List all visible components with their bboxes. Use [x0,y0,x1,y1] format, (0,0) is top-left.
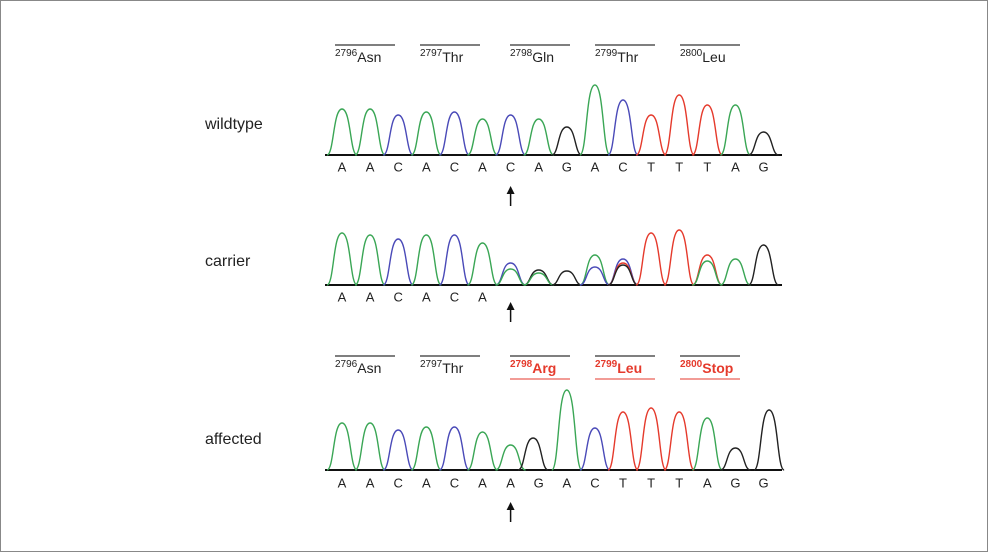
base-letter: A [731,159,740,174]
codon-residue: Leu [702,49,725,65]
base-letter: A [338,159,347,174]
base-letter: A [478,289,487,304]
base-letter: A [478,159,487,174]
codon-residue: Gln [532,49,554,65]
codon-number: 2800 [680,359,703,370]
codon-residue: Thr [442,49,463,65]
base-letter: A [422,475,431,490]
codon-residue: Arg [532,360,556,376]
base-letter: A [478,475,487,490]
base-letter: A [366,289,375,304]
codon-number: 2799 [595,359,618,370]
codon-residue: Stop [702,360,733,376]
base-letter: A [338,289,347,304]
codon-number: 2798 [510,359,533,370]
base-letter: C [394,159,403,174]
codon-number: 2796 [335,48,358,59]
row-label: carrier [205,253,251,270]
codon-number: 2798 [510,48,533,59]
base-letter: G [534,475,544,490]
base-letter: T [675,475,683,490]
base-letter: G [758,475,768,490]
codon-residue: Asn [357,49,381,65]
base-letter: A [506,475,515,490]
figure: wildtypeAACACACAGACTTTAG2796Asn2797Thr27… [0,0,988,552]
base-letter: C [394,289,403,304]
codon-number: 2799 [595,48,618,59]
base-letter: A [338,475,347,490]
base-letter: T [647,159,655,174]
base-letter: G [562,159,572,174]
base-letter: T [703,159,711,174]
base-letter: C [590,475,599,490]
base-letter: A [591,159,600,174]
base-letter: T [619,475,627,490]
base-letter: C [618,159,627,174]
codon-number: 2800 [680,48,703,59]
base-letter: C [450,289,459,304]
base-letter: A [366,475,375,490]
row-label: wildtype [204,116,263,133]
base-letter: A [562,475,571,490]
base-letter: C [506,159,515,174]
codon-number: 2797 [420,359,443,370]
base-letter: C [394,475,403,490]
base-letter: A [422,289,431,304]
frame [1,1,988,552]
base-letter: A [703,475,712,490]
codon-residue: Thr [442,360,463,376]
base-letter: G [730,475,740,490]
base-letter: A [534,159,543,174]
base-letter: C [450,159,459,174]
row-label: affected [205,431,262,448]
base-letter: G [758,159,768,174]
base-letter: T [647,475,655,490]
codon-number: 2797 [420,48,443,59]
codon-number: 2796 [335,359,358,370]
codon-residue: Thr [617,49,638,65]
base-letter: T [675,159,683,174]
base-letter: C [450,475,459,490]
codon-residue: Asn [357,360,381,376]
base-letter: A [366,159,375,174]
base-letter: A [422,159,431,174]
codon-residue: Leu [617,360,642,376]
